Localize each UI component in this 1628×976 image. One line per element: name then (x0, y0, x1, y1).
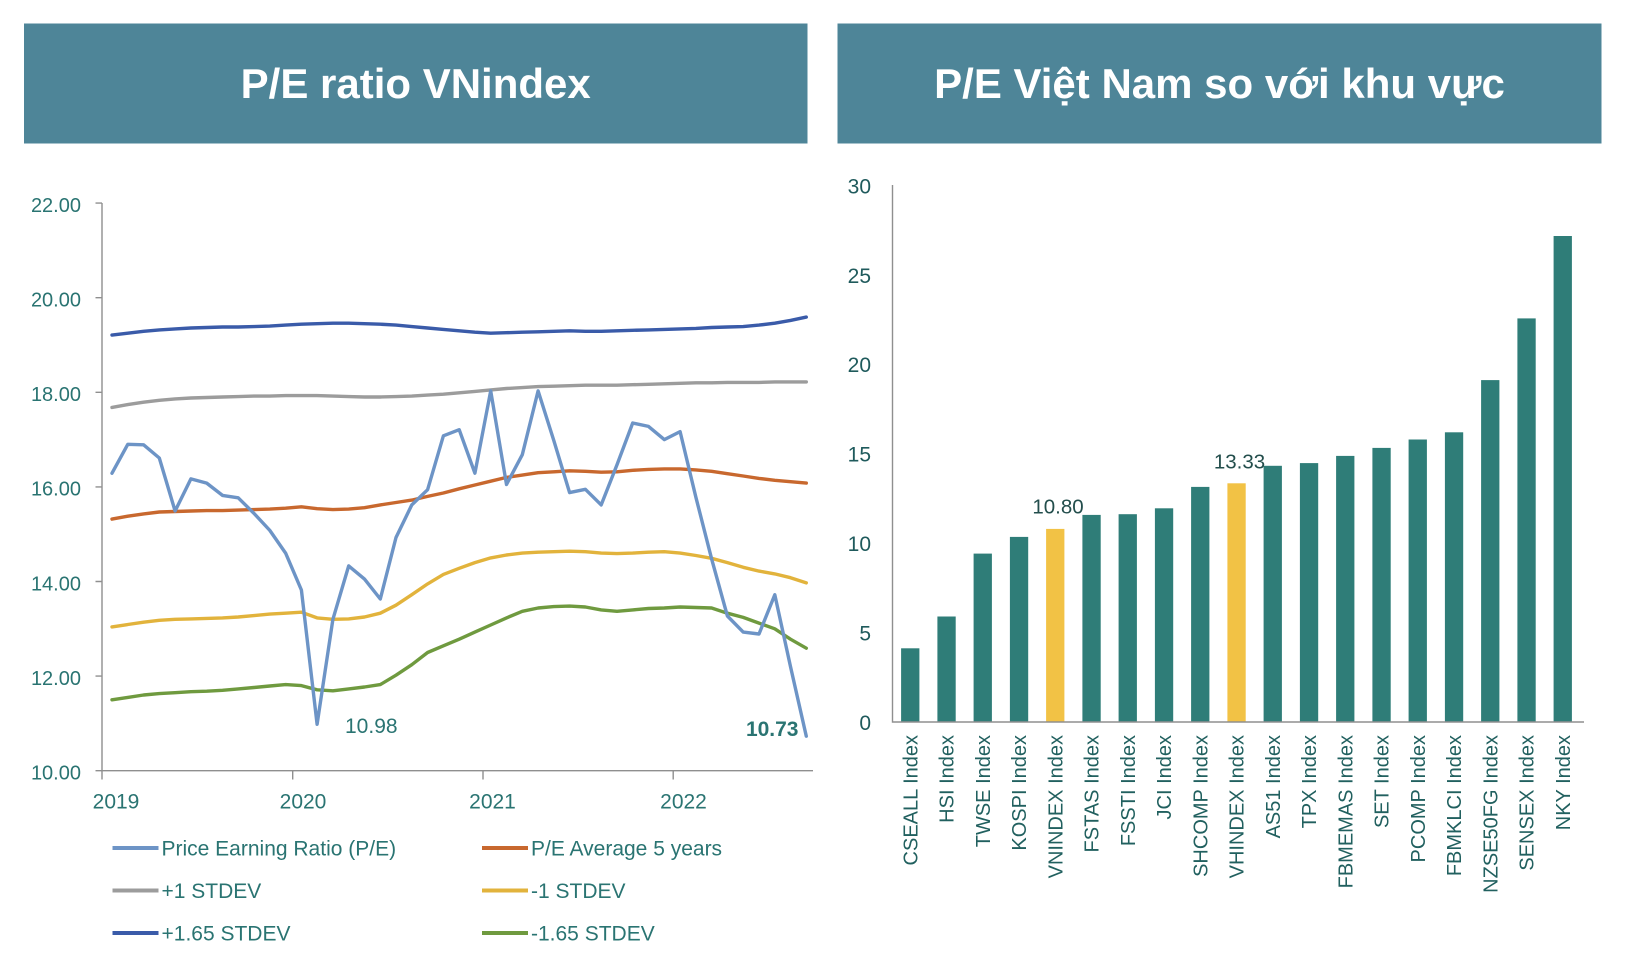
svg-text:SHCOMP Index: SHCOMP Index (1190, 735, 1212, 877)
svg-text:20: 20 (848, 354, 871, 377)
svg-text:10.98: 10.98 (345, 715, 398, 738)
svg-text:PCOMP Index: PCOMP Index (1408, 735, 1430, 862)
svg-text:2021: 2021 (469, 791, 516, 814)
svg-text:+1 STDEV: +1 STDEV (162, 880, 262, 903)
svg-text:22.00: 22.00 (31, 195, 81, 217)
svg-text:0: 0 (859, 712, 871, 735)
svg-text:10.00: 10.00 (31, 763, 81, 785)
svg-text:10: 10 (848, 533, 871, 556)
svg-text:2022: 2022 (660, 791, 707, 814)
svg-text:-1.65 STDEV: -1.65 STDEV (531, 923, 655, 946)
svg-text:16.00: 16.00 (31, 479, 81, 501)
svg-text:P/E ratio VNindex: P/E ratio VNindex (241, 60, 592, 107)
svg-text:-1 STDEV: -1 STDEV (531, 880, 626, 903)
svg-text:FBMKLCI Index: FBMKLCI Index (1444, 735, 1466, 876)
svg-text:SET Index: SET Index (1372, 735, 1394, 828)
svg-text:18.00: 18.00 (31, 384, 81, 406)
svg-text:+1.65 STDEV: +1.65 STDEV (162, 923, 291, 946)
svg-text:30: 30 (848, 175, 871, 198)
svg-text:VHINDEX Index: VHINDEX Index (1227, 735, 1249, 878)
svg-text:Price Earning Ratio (P/E): Price Earning Ratio (P/E) (162, 838, 397, 861)
svg-text:25: 25 (848, 265, 871, 288)
svg-text:2020: 2020 (280, 791, 327, 814)
svg-text:20.00: 20.00 (31, 290, 81, 312)
svg-text:P/E Việt Nam so với khu vực: P/E Việt Nam so với khu vực (934, 60, 1505, 107)
svg-text:12.00: 12.00 (31, 668, 81, 690)
svg-text:5: 5 (859, 622, 871, 645)
svg-text:CSEALL Index: CSEALL Index (900, 735, 922, 865)
svg-text:TPX Index: TPX Index (1299, 735, 1321, 828)
svg-text:HSI Index: HSI Index (937, 735, 959, 823)
svg-text:VNINDEX Index: VNINDEX Index (1045, 735, 1067, 878)
svg-text:AS51 Index: AS51 Index (1263, 735, 1285, 838)
svg-text:FSSTI Index: FSSTI Index (1118, 735, 1140, 846)
svg-text:NKY Index: NKY Index (1553, 735, 1575, 830)
svg-text:14.00: 14.00 (31, 573, 81, 595)
svg-text:JCI Index: JCI Index (1154, 735, 1176, 819)
svg-text:P/E Average 5 years: P/E Average 5 years (531, 838, 722, 861)
svg-text:FBMEMAS Index: FBMEMAS Index (1335, 735, 1357, 888)
svg-text:SENSEX Index: SENSEX Index (1517, 735, 1539, 871)
svg-text:10.80: 10.80 (1032, 496, 1083, 519)
svg-text:KOSPI Index: KOSPI Index (1009, 735, 1031, 851)
svg-text:2019: 2019 (93, 791, 140, 814)
svg-text:10.73: 10.73 (746, 718, 799, 741)
svg-text:15: 15 (848, 444, 871, 467)
svg-text:NZSE50FG Index: NZSE50FG Index (1480, 735, 1502, 893)
svg-text:13.33: 13.33 (1214, 451, 1265, 474)
svg-text:TWSE Index: TWSE Index (973, 735, 995, 847)
svg-text:FSTAS Index: FSTAS Index (1082, 735, 1104, 852)
